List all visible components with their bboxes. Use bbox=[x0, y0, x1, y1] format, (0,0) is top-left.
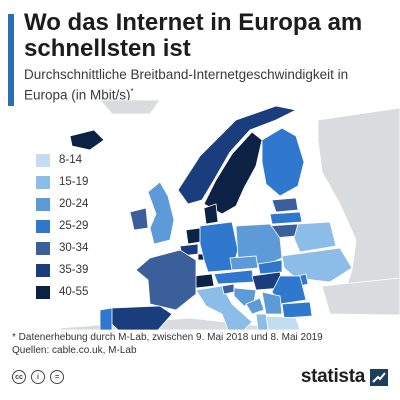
country-ireland bbox=[129, 207, 149, 231]
country-balkan-south bbox=[255, 313, 269, 330]
source-note: Quellen: cable.co.uk, M-Lab bbox=[12, 345, 137, 356]
country-bosnia bbox=[245, 297, 265, 315]
no-derivatives-icon[interactable]: = bbox=[50, 370, 64, 384]
country-latvia bbox=[269, 211, 303, 225]
country-belarus bbox=[293, 221, 337, 253]
country-ukraine bbox=[281, 247, 353, 283]
legend-label: 40-55 bbox=[59, 286, 89, 298]
legend-swatch bbox=[36, 285, 50, 299]
country-sweden bbox=[203, 131, 263, 215]
subtitle-text: Durchschnittliche Breitband-Internetgesc… bbox=[24, 67, 349, 103]
europe-map bbox=[59, 100, 400, 330]
greenland-hint bbox=[99, 100, 161, 115]
statista-logo-mark-icon bbox=[370, 368, 388, 386]
legend-item: 8-14 bbox=[36, 150, 88, 170]
legend-item: 30-34 bbox=[36, 238, 88, 258]
statista-logo-text: statista bbox=[300, 366, 365, 387]
country-portugal bbox=[99, 307, 113, 330]
legend-item: 25-29 bbox=[36, 216, 88, 236]
country-france bbox=[135, 249, 197, 311]
legend-swatch bbox=[36, 263, 50, 277]
legend-swatch bbox=[36, 175, 50, 189]
subtitle-footnote-mark: * bbox=[130, 87, 134, 96]
legend-item: 15-19 bbox=[36, 172, 88, 192]
legend-swatch bbox=[36, 153, 50, 167]
legend-label: 8-14 bbox=[59, 154, 83, 166]
russia-region bbox=[317, 107, 400, 307]
country-serbia bbox=[261, 291, 283, 315]
legend: 8-14 15-19 20-24 25-29 30-34 35-39 40-55 bbox=[36, 150, 88, 304]
country-bulgaria bbox=[281, 301, 313, 319]
chart-title: Wo das Internet in Europa am schnellsten… bbox=[24, 9, 363, 62]
accent-bar bbox=[8, 14, 14, 106]
legend-item: 20-24 bbox=[36, 194, 88, 214]
country-czechia bbox=[229, 255, 259, 271]
country-slovakia bbox=[257, 259, 283, 275]
legend-label: 15-19 bbox=[59, 176, 89, 188]
legend-item: 40-55 bbox=[36, 282, 88, 302]
statista-logo[interactable]: statista bbox=[301, 366, 388, 388]
country-iceland bbox=[69, 129, 105, 151]
legend-label: 35-39 bbox=[59, 264, 89, 276]
legend-label: 20-24 bbox=[59, 198, 89, 210]
country-netherlands bbox=[185, 227, 201, 245]
country-estonia bbox=[271, 197, 299, 213]
country-greece bbox=[265, 315, 301, 330]
country-switzerland bbox=[193, 273, 215, 289]
legend-swatch bbox=[36, 241, 50, 255]
legend-item: 35-39 bbox=[36, 260, 88, 280]
country-uk bbox=[147, 181, 175, 245]
license-icons: cc i = bbox=[12, 370, 64, 384]
legend-swatch bbox=[36, 197, 50, 211]
attribution-icon[interactable]: i bbox=[31, 370, 45, 384]
legend-label: 30-34 bbox=[59, 242, 89, 254]
country-finland bbox=[261, 127, 305, 197]
turkey-region bbox=[321, 277, 400, 316]
footnote: * Datenerhebung durch M-Lab, zwischen 9.… bbox=[12, 332, 323, 343]
country-denmark bbox=[203, 203, 219, 225]
country-germany bbox=[199, 221, 239, 273]
legend-swatch bbox=[36, 219, 50, 233]
country-norway bbox=[177, 105, 298, 205]
legend-label: 25-29 bbox=[59, 220, 89, 232]
country-austria bbox=[213, 269, 255, 285]
country-slovenia bbox=[221, 283, 235, 295]
chart-subtitle: Durchschnittliche Breitband-Internetgesc… bbox=[24, 66, 384, 104]
creative-commons-icon[interactable]: cc bbox=[12, 370, 26, 384]
